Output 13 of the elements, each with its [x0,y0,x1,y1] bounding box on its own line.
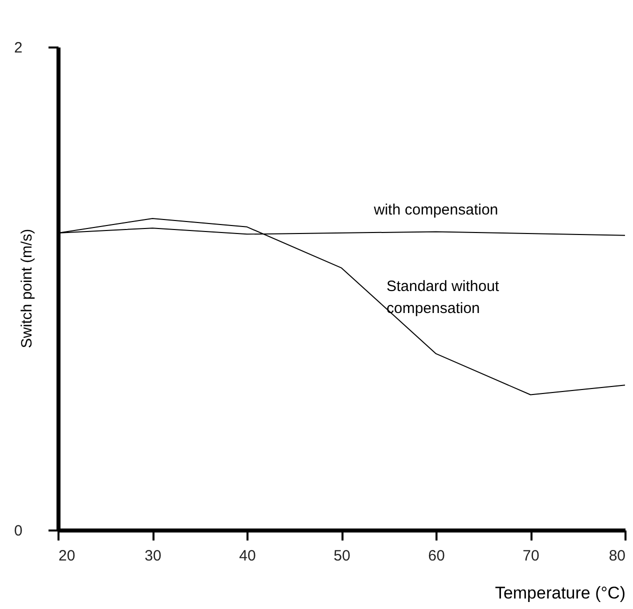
y-axis-title: Switch point (m/s) [18,228,36,348]
x-tick-label: 40 [239,548,256,564]
y-tick-label: 0 [14,522,22,540]
x-tick-label: 70 [522,548,540,564]
x-tick-label: 50 [334,548,350,564]
series-label: Standard without compensation [386,278,500,317]
y-tick-label: 2 [14,40,22,56]
x-axis-title: Temperature (°C) [494,584,626,602]
x-tick-label: 30 [144,548,162,564]
series-label: with compensation [372,202,498,219]
x-tick-label: 60 [428,548,445,564]
x-tick-label: 80 [608,548,626,564]
x-tick-label: 20 [58,548,76,564]
